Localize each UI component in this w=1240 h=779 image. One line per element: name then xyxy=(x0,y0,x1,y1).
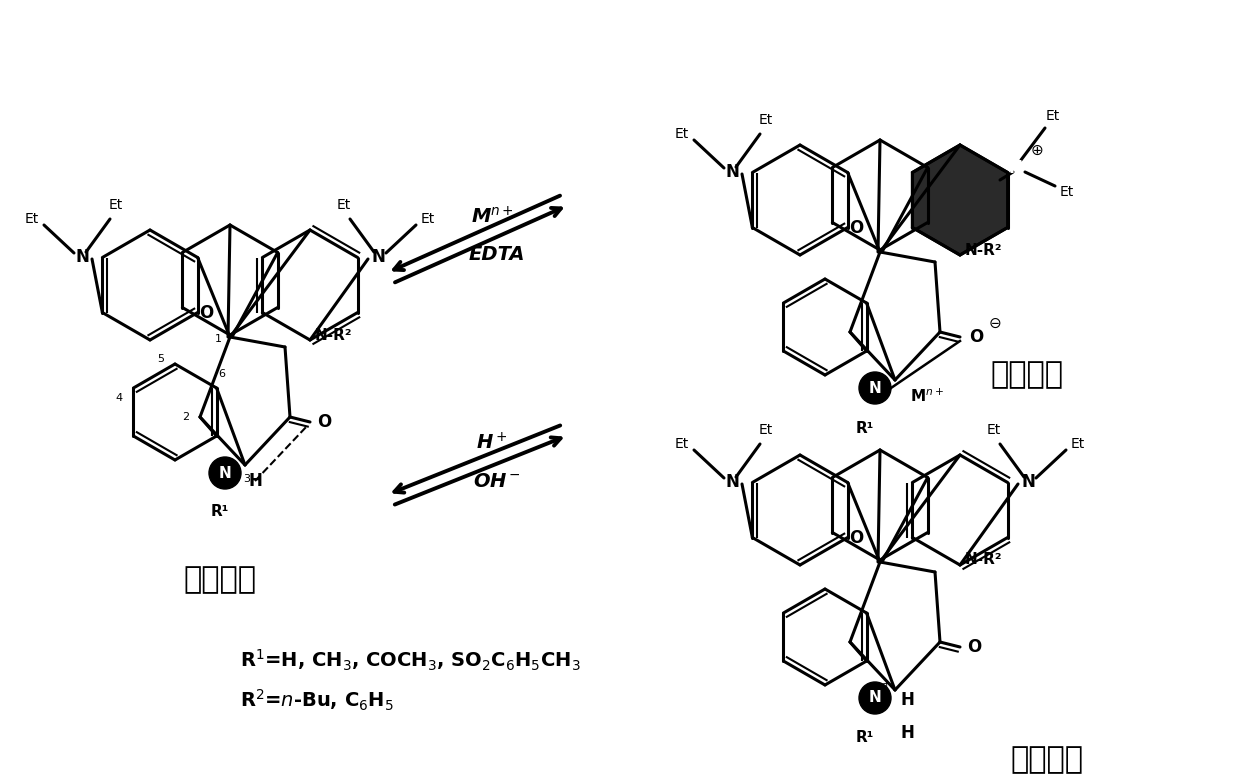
Text: Et: Et xyxy=(675,127,689,141)
Text: O: O xyxy=(200,305,213,323)
Circle shape xyxy=(859,372,892,404)
Circle shape xyxy=(859,682,892,714)
Text: O: O xyxy=(317,413,331,431)
Text: Et: Et xyxy=(675,437,689,451)
Text: 6: 6 xyxy=(218,369,226,379)
Text: R$^2$=$\mathit{n}$-Bu, C$_6$H$_5$: R$^2$=$\mathit{n}$-Bu, C$_6$H$_5$ xyxy=(241,687,394,713)
Text: O: O xyxy=(849,219,863,238)
Text: N: N xyxy=(371,248,384,266)
Text: ⊕: ⊕ xyxy=(1030,143,1043,157)
Text: Et: Et xyxy=(1071,437,1085,451)
Text: 荧光暗态: 荧光暗态 xyxy=(184,566,257,594)
Text: 荧光亮态: 荧光亮态 xyxy=(990,361,1063,390)
Text: N-R²: N-R² xyxy=(315,327,352,343)
Text: N: N xyxy=(1008,159,1022,177)
Text: Et: Et xyxy=(420,212,435,226)
Text: Et: Et xyxy=(337,198,351,212)
Text: R¹: R¹ xyxy=(856,421,874,435)
Text: N: N xyxy=(76,248,89,266)
Text: M$^{n+}$: M$^{n+}$ xyxy=(910,387,944,404)
Text: 5: 5 xyxy=(157,354,165,364)
Text: O: O xyxy=(967,638,981,656)
Text: ⊖: ⊖ xyxy=(988,315,1002,330)
Text: +: + xyxy=(882,679,890,689)
Text: Et: Et xyxy=(1045,109,1060,123)
Text: 4: 4 xyxy=(115,393,123,403)
Text: O: O xyxy=(849,529,863,548)
Text: EDTA: EDTA xyxy=(469,245,526,263)
Text: 2: 2 xyxy=(182,412,190,422)
Text: H$^+$: H$^+$ xyxy=(476,432,507,453)
Polygon shape xyxy=(913,145,1008,255)
Text: N: N xyxy=(218,466,232,481)
Text: R¹: R¹ xyxy=(856,731,874,746)
Text: N: N xyxy=(1021,473,1035,491)
Text: R¹: R¹ xyxy=(211,503,229,519)
Text: Et: Et xyxy=(109,198,123,212)
Text: N: N xyxy=(725,163,739,181)
Text: O: O xyxy=(968,328,983,346)
Text: N: N xyxy=(869,380,882,396)
Text: H: H xyxy=(900,724,914,742)
Text: OH$^-$: OH$^-$ xyxy=(474,471,521,491)
Text: Et: Et xyxy=(759,423,773,437)
Text: Et: Et xyxy=(987,423,1001,437)
Text: 荧光暗态: 荧光暗态 xyxy=(1011,746,1083,774)
Text: Et: Et xyxy=(759,113,773,127)
Text: H: H xyxy=(248,472,262,490)
Text: Et: Et xyxy=(1060,185,1074,199)
Text: 1: 1 xyxy=(215,334,222,344)
Circle shape xyxy=(210,457,241,489)
Text: N-R²: N-R² xyxy=(965,242,1002,258)
Text: N: N xyxy=(869,690,882,706)
Text: Et: Et xyxy=(25,212,40,226)
Text: N-R²: N-R² xyxy=(965,552,1002,567)
Text: M$^{n+}$: M$^{n+}$ xyxy=(470,206,513,227)
Text: 3: 3 xyxy=(243,474,250,484)
Text: H: H xyxy=(900,691,914,709)
Text: N: N xyxy=(725,473,739,491)
Text: R$^1$=H, CH$_3$, COCH$_3$, SO$_2$C$_6$H$_5$CH$_3$: R$^1$=H, CH$_3$, COCH$_3$, SO$_2$C$_6$H$… xyxy=(241,647,580,672)
